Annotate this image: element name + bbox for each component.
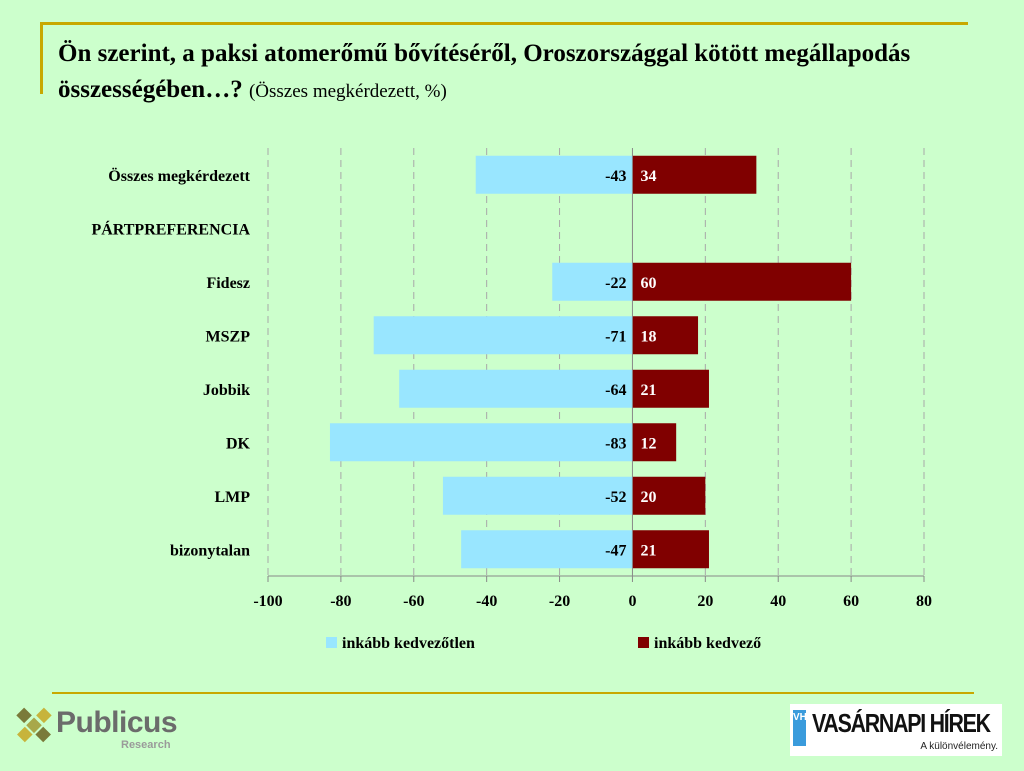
category-label: DK	[226, 435, 251, 452]
x-tick-label: 80	[916, 593, 932, 610]
publicus-diamond-icon	[16, 707, 52, 743]
category-label: MSZP	[206, 328, 251, 345]
publicus-name: Publicus	[56, 706, 178, 739]
bar	[552, 262, 633, 301]
legend-label: inkább kedvezőtlen	[342, 635, 475, 652]
publicus-sub: Research	[121, 739, 171, 751]
bar	[632, 262, 852, 301]
bar	[442, 476, 633, 515]
x-tick-label: -80	[330, 593, 351, 610]
data-label: 21	[640, 542, 656, 559]
bar	[373, 316, 633, 355]
top-rule	[40, 22, 968, 25]
data-label: -43	[605, 168, 626, 185]
title-main: Ön szerint, a paksi atomerőmű bővítésérő…	[58, 40, 911, 103]
category-label: LMP	[214, 489, 250, 506]
chart-title: Ön szerint, a paksi atomerőmű bővítésérő…	[58, 36, 958, 110]
bar	[632, 423, 677, 462]
legend-swatch	[638, 637, 649, 648]
data-label: -71	[605, 328, 626, 345]
x-tick-label: -20	[549, 593, 570, 610]
data-label: -64	[605, 382, 626, 399]
x-tick-label: -100	[253, 593, 282, 610]
bottom-rule	[52, 692, 974, 694]
data-label: 60	[640, 275, 656, 292]
vh-mark-icon: VH	[793, 710, 807, 746]
bar	[632, 476, 706, 515]
bar	[461, 530, 633, 569]
legend-label: inkább kedvező	[654, 635, 761, 652]
data-label: -22	[605, 275, 626, 292]
category-label: Összes megkérdezett	[108, 167, 250, 185]
data-label: 20	[640, 489, 656, 506]
x-tick-label: 60	[843, 593, 859, 610]
x-tick-label: 40	[770, 593, 786, 610]
data-label: 34	[640, 168, 656, 185]
vasarnapi-hirek-logo: VH VASÁRNAPI HÍREK A különvélemény.	[790, 704, 1002, 756]
x-tick-label: 0	[628, 593, 636, 610]
vh-tagline: A különvélemény.	[920, 741, 998, 752]
x-tick-label: -40	[476, 593, 497, 610]
bar	[329, 423, 633, 462]
bar	[399, 369, 633, 408]
data-label: -83	[605, 435, 626, 452]
left-rule	[40, 22, 43, 94]
data-label: -52	[605, 489, 626, 506]
data-label: 18	[640, 328, 656, 345]
data-label: 12	[640, 435, 656, 452]
x-tick-label: 20	[697, 593, 713, 610]
legend-swatch	[326, 637, 337, 648]
bar	[475, 155, 633, 194]
category-label: PÁRTPREFERENCIA	[91, 219, 250, 238]
category-label: Fidesz	[206, 275, 250, 292]
bar	[632, 530, 709, 569]
bar-chart: Összes megkérdezett -43 34 PÁRTPREFERENCIA F…	[91, 148, 932, 652]
bar	[632, 155, 757, 194]
category-label: Jobbik	[203, 382, 250, 399]
title-subtitle: (Összes megkérdezett, %)	[248, 81, 447, 102]
data-label: -47	[605, 542, 626, 559]
category-label: bizonytalan	[170, 542, 250, 559]
x-tick-label: -60	[403, 593, 424, 610]
bar	[632, 316, 699, 355]
data-label: 21	[640, 382, 656, 399]
bar	[632, 369, 709, 408]
vh-name: VASÁRNAPI HÍREK	[812, 708, 991, 738]
publicus-logo: Publicus Research	[14, 703, 204, 755]
